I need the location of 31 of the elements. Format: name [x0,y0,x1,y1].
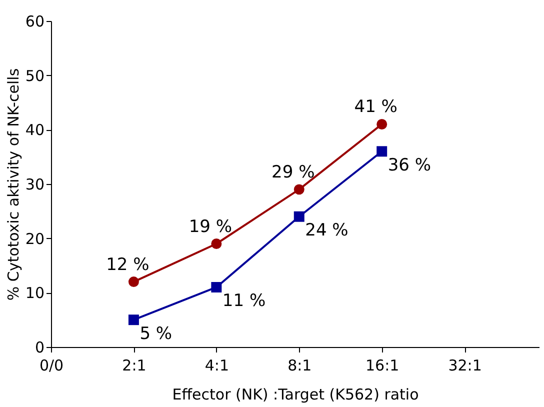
data-label: 41 % [354,97,398,118]
y-tick-label: 40 [25,121,44,140]
data-label: 12 % [106,254,150,275]
point [376,146,388,157]
point [211,238,222,249]
x-tick-label: 2:1 [122,356,146,374]
point [294,211,304,222]
data-label: 19 % [188,216,232,237]
y-tick-label: 20 [25,230,44,248]
x-axis-title: Effector (NK) :Target (K562) ratio [172,386,419,404]
y-tick-label: 10 [25,284,44,302]
x-tick-label: 16:1 [366,356,400,374]
y-tick-label: 50 [25,66,44,85]
y-tick-label: 60 [25,12,44,30]
data-label: 36 % [388,155,432,176]
x-tick-label: 32:1 [448,356,482,374]
y-tick-label: 30 [25,176,44,194]
x-tick-label: 8:1 [288,356,312,374]
point [294,184,304,195]
point [376,119,388,130]
y-axis-title: % Cytotoxic aktivity of NK-cells [4,68,22,301]
data-label: 29 % [272,162,315,182]
point [128,314,139,326]
point [211,282,222,292]
x-tick-label: 0/0 [39,356,64,374]
y-tick-label: 0 [34,338,44,356]
data-label: 5 % [140,324,172,344]
data-label: 11 % [222,291,266,312]
data-label: 24 % [305,220,348,241]
x-tick-label: 4:1 [204,356,229,374]
point [128,276,139,288]
